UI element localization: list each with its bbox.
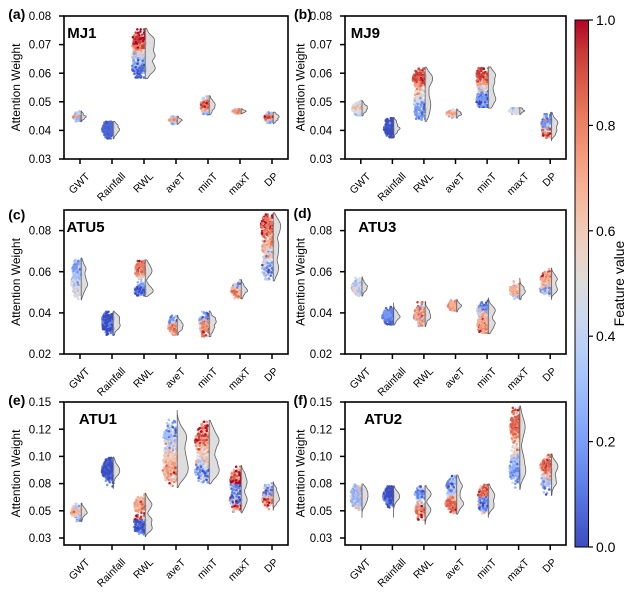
svg-text:0.10: 0.10: [310, 452, 332, 464]
svg-text:Attention Weight: Attention Weight: [294, 43, 308, 131]
svg-text:0.06: 0.06: [29, 68, 51, 80]
svg-text:Attention Weight: Attention Weight: [294, 429, 308, 517]
svg-text:0.03: 0.03: [310, 533, 332, 545]
svg-text:0.05: 0.05: [29, 506, 51, 518]
svg-text:ATU3: ATU3: [358, 219, 396, 236]
svg-text:0.04: 0.04: [310, 126, 333, 138]
svg-text:0.05: 0.05: [310, 97, 332, 109]
svg-text:Attention Weight: Attention Weight: [9, 43, 23, 131]
svg-text:0.06: 0.06: [310, 267, 332, 279]
svg-text:0.02: 0.02: [29, 349, 51, 361]
svg-text:(d): (d): [294, 205, 312, 221]
svg-text:0.2: 0.2: [596, 434, 616, 450]
svg-text:Attention Weight: Attention Weight: [9, 429, 23, 517]
svg-text:0.04: 0.04: [29, 126, 52, 138]
svg-text:0.15: 0.15: [29, 397, 51, 409]
svg-text:0.03: 0.03: [29, 154, 51, 166]
svg-text:0.0: 0.0: [596, 539, 616, 555]
svg-text:0.07: 0.07: [310, 40, 332, 52]
svg-text:ATU2: ATU2: [364, 411, 402, 428]
svg-text:0.08: 0.08: [29, 226, 51, 238]
svg-text:(f): (f): [294, 392, 308, 408]
svg-text:0.03: 0.03: [310, 154, 332, 166]
svg-text:0.08: 0.08: [310, 226, 332, 238]
svg-text:0.04: 0.04: [310, 308, 333, 320]
svg-text:0.06: 0.06: [310, 68, 332, 80]
svg-text:0.08: 0.08: [310, 11, 332, 23]
svg-text:0.02: 0.02: [310, 349, 332, 361]
svg-text:0.12: 0.12: [310, 424, 332, 436]
svg-text:1.0: 1.0: [596, 12, 616, 28]
svg-text:ATU5: ATU5: [67, 219, 105, 236]
svg-text:0.8: 0.8: [596, 117, 616, 133]
svg-text:0.08: 0.08: [310, 479, 332, 491]
svg-text:(b): (b): [294, 6, 312, 22]
svg-text:(a): (a): [8, 6, 25, 22]
svg-text:Feature value: Feature value: [611, 240, 627, 326]
svg-text:0.6: 0.6: [596, 223, 616, 239]
svg-text:ATU1: ATU1: [79, 411, 117, 428]
svg-text:0.4: 0.4: [596, 328, 616, 344]
svg-text:0.08: 0.08: [29, 479, 51, 491]
svg-text:MJ1: MJ1: [67, 25, 96, 42]
svg-text:Attention Weight: Attention Weight: [294, 237, 308, 325]
svg-text:0.08: 0.08: [29, 11, 51, 23]
svg-text:MJ9: MJ9: [351, 25, 380, 42]
svg-text:(c): (c): [8, 207, 25, 223]
svg-text:0.12: 0.12: [29, 424, 51, 436]
svg-text:0.07: 0.07: [29, 40, 51, 52]
svg-text:Attention Weight: Attention Weight: [9, 237, 23, 325]
svg-text:0.05: 0.05: [310, 506, 332, 518]
svg-text:0.06: 0.06: [29, 267, 51, 279]
svg-text:(e): (e): [8, 392, 25, 408]
svg-text:0.05: 0.05: [29, 97, 51, 109]
svg-text:0.04: 0.04: [29, 308, 52, 320]
svg-text:0.15: 0.15: [310, 397, 332, 409]
svg-text:0.10: 0.10: [29, 452, 51, 464]
svg-text:0.03: 0.03: [29, 533, 51, 545]
